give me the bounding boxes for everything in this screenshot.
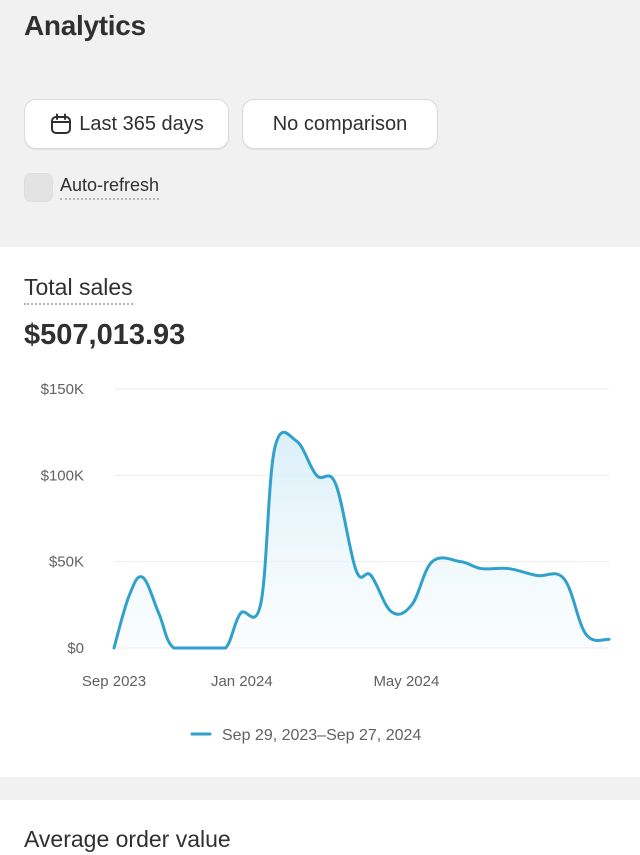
chart-y-axis: $150K $100K $50K $0 — [41, 381, 84, 657]
sales-series-line[interactable] — [112, 430, 611, 650]
comparison-label: No comparison — [272, 112, 408, 135]
chart-legend: Sep 29, 2023–Sep 27, 2024 — [190, 727, 421, 744]
legend-label[interactable]: Sep 29, 2023–Sep 27, 2024 — [222, 727, 421, 744]
sales-area-fill — [114, 432, 609, 648]
auto-refresh-label: Auto-refresh — [60, 175, 160, 200]
total-sales-value: $507,013.93 — [24, 319, 186, 351]
analytics-header: Analytics Last 365 days No comparison Au… — [0, 0, 640, 247]
y-tick-label: $100K — [41, 467, 84, 484]
comparison-button[interactable]: No comparison — [242, 99, 438, 149]
y-tick-label: $50K — [49, 554, 84, 571]
total-sales-chart: $150K $100K $50K $0 Sep 2023 Jan 2024 May 202… — [41, 381, 611, 744]
y-tick-label: $0 — [67, 640, 84, 657]
date-range-label: Last 365 days — [79, 112, 204, 135]
y-tick-label: $150K — [41, 381, 84, 398]
auto-refresh-toggle[interactable]: Auto-refresh — [24, 173, 160, 202]
date-range-button[interactable]: Last 365 days — [24, 99, 229, 149]
page-title: Analytics — [24, 10, 146, 41]
auto-refresh-checkbox[interactable] — [24, 173, 53, 202]
chart-x-axis: Sep 2023 Jan 2024 May 2024 — [82, 673, 439, 690]
chart-series — [112, 430, 611, 650]
total-sales-card: Total sales $507,013.93 $150K $100K $50K $0… — [0, 247, 640, 777]
average-order-card: Average order value — [0, 800, 640, 855]
total-sales-title[interactable]: Total sales — [24, 274, 133, 305]
x-tick-label: Sep 2023 — [82, 673, 146, 690]
x-tick-label: May 2024 — [373, 673, 439, 690]
x-tick-label: Jan 2024 — [211, 673, 273, 690]
average-order-title[interactable]: Average order value — [24, 826, 231, 852]
calendar-icon — [49, 112, 73, 136]
